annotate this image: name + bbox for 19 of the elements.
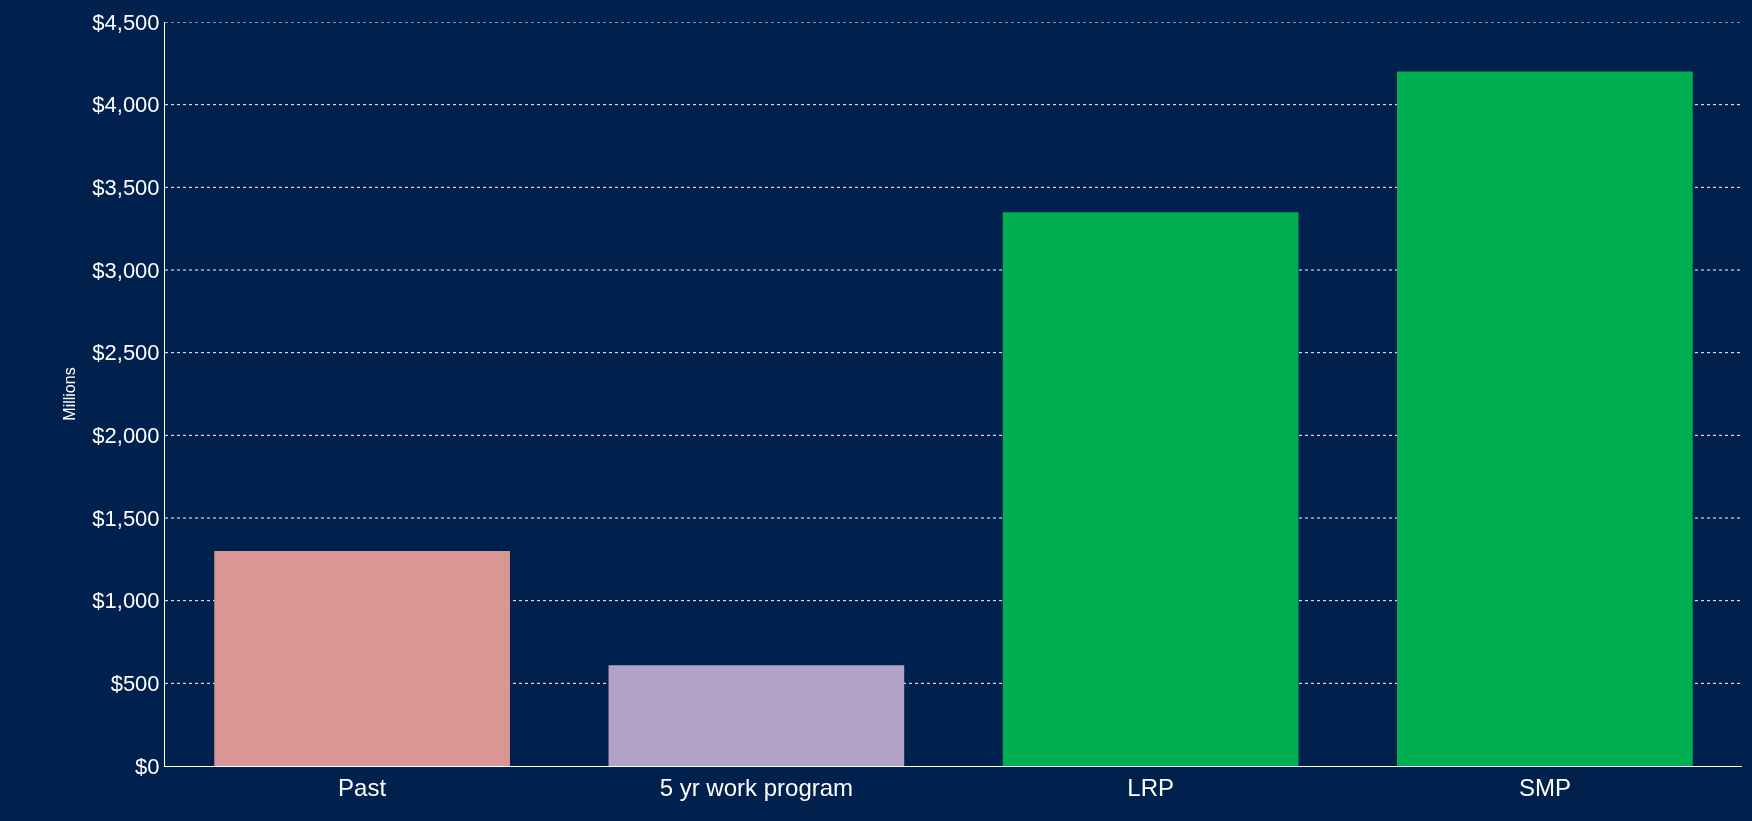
y-tick-label: $500 bbox=[110, 671, 160, 697]
y-tick-label: $4,000 bbox=[92, 92, 160, 118]
y-axis-title: Millions bbox=[61, 367, 79, 421]
y-tick-label: $0 bbox=[135, 753, 160, 779]
x-tick-label: Past bbox=[338, 773, 387, 801]
x-tick-label: LRP bbox=[1127, 773, 1174, 801]
x-tick-label: SMP bbox=[1518, 773, 1571, 801]
y-tick-label: $1,500 bbox=[92, 505, 160, 531]
y-tick-label: $2,500 bbox=[92, 340, 160, 366]
bar bbox=[214, 551, 510, 766]
y-tick-label: $3,500 bbox=[92, 175, 160, 201]
y-tick-label: $2,000 bbox=[92, 423, 160, 449]
y-tick-label: $3,000 bbox=[92, 257, 160, 283]
y-tick-label: $1,000 bbox=[92, 588, 160, 614]
bar bbox=[1002, 212, 1299, 766]
x-tick-label: 5 yr work program bbox=[659, 773, 854, 801]
bar bbox=[608, 665, 905, 766]
y-tick-label: $4,500 bbox=[92, 9, 160, 35]
bar bbox=[1397, 71, 1693, 766]
